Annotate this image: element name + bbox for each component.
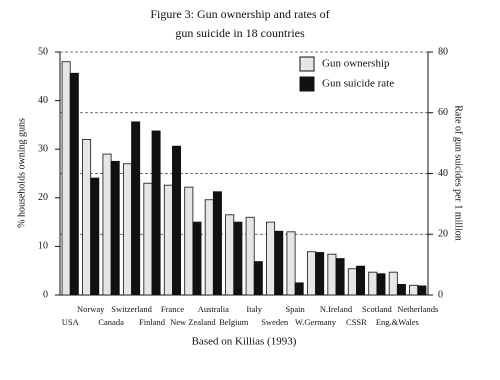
x-tick-label: N.Ireland <box>320 304 353 314</box>
chart-title: Figure 3: Gun ownership and rates of <box>150 7 329 21</box>
bar <box>417 285 427 296</box>
bar <box>266 221 276 296</box>
legend-label: Gun ownership <box>322 58 390 70</box>
x-tick-label: Norway <box>77 304 105 314</box>
y-tick-label: 50 <box>38 46 48 57</box>
bar <box>225 214 235 296</box>
bar <box>306 251 316 296</box>
x-tick-label: Canada <box>98 317 124 327</box>
bar <box>184 186 194 296</box>
x-tick-label: CSSR <box>346 317 367 327</box>
bar <box>253 261 263 296</box>
x-tick-label: Italy <box>246 304 262 314</box>
bar <box>245 216 255 296</box>
legend-swatch <box>299 56 315 72</box>
bar <box>143 182 153 296</box>
x-tick-label: Switzerland <box>111 304 152 314</box>
x-tick-label: Eng.&Wales <box>376 317 419 327</box>
x-tick-label: W.Germany <box>295 317 337 327</box>
bar <box>286 231 296 296</box>
bar <box>110 160 120 296</box>
y-tick-label: 10 <box>38 241 48 252</box>
bar <box>356 265 366 296</box>
x-tick-label: France <box>161 304 184 314</box>
y-axis-label: % households owning guns <box>16 118 27 228</box>
bar <box>122 163 132 296</box>
y2-tick-label: 60 <box>438 107 448 118</box>
x-tick-label: Belgium <box>219 317 249 327</box>
bar <box>102 153 112 296</box>
bar <box>368 271 378 296</box>
y-tick-label: 40 <box>38 95 48 106</box>
bar <box>388 271 398 296</box>
y2-tick-label: 80 <box>438 46 448 57</box>
y2-tick-label: 20 <box>438 229 448 240</box>
bar <box>172 145 182 296</box>
bar <box>61 61 71 296</box>
y2-axis-label: Rate of gun suicides per 1 million <box>453 105 464 241</box>
bar <box>376 273 386 296</box>
legend-label: Gun suicide rate <box>322 78 394 90</box>
x-tick-label: New Zealand <box>170 317 216 327</box>
bar <box>163 184 173 296</box>
bar <box>90 177 100 296</box>
x-tick-label: Netherlands <box>397 304 438 314</box>
bar <box>192 221 202 296</box>
x-tick-label: Finland <box>139 317 166 327</box>
bar <box>396 283 406 296</box>
bar <box>204 199 214 296</box>
x-axis-label: Based on Killias (1993) <box>192 336 297 348</box>
y-tick-label: 20 <box>38 192 48 203</box>
bar <box>315 252 325 296</box>
x-tick-label: Scotland <box>362 304 392 314</box>
bar <box>82 139 92 296</box>
bar <box>151 130 161 296</box>
x-tick-label: Sweden <box>261 317 289 327</box>
legend-swatch <box>299 76 315 92</box>
bar <box>274 230 284 296</box>
bar <box>212 191 222 296</box>
x-tick-label: USA <box>62 317 80 327</box>
x-tick-label: Spain <box>285 304 305 314</box>
y2-tick-label: 40 <box>438 168 448 179</box>
bar <box>347 268 357 296</box>
y-tick-label: 30 <box>38 143 48 154</box>
y-tick-label: 0 <box>43 289 48 300</box>
bar <box>294 282 304 296</box>
bar <box>335 258 345 296</box>
bar <box>409 284 419 296</box>
bar <box>327 253 337 296</box>
x-tick-label: Australia <box>198 304 229 314</box>
bar <box>69 72 79 296</box>
bar <box>233 221 243 296</box>
bar <box>131 121 141 296</box>
y2-tick-label: 0 <box>438 289 443 300</box>
chart-title: gun suicide in 18 countries <box>175 26 305 40</box>
